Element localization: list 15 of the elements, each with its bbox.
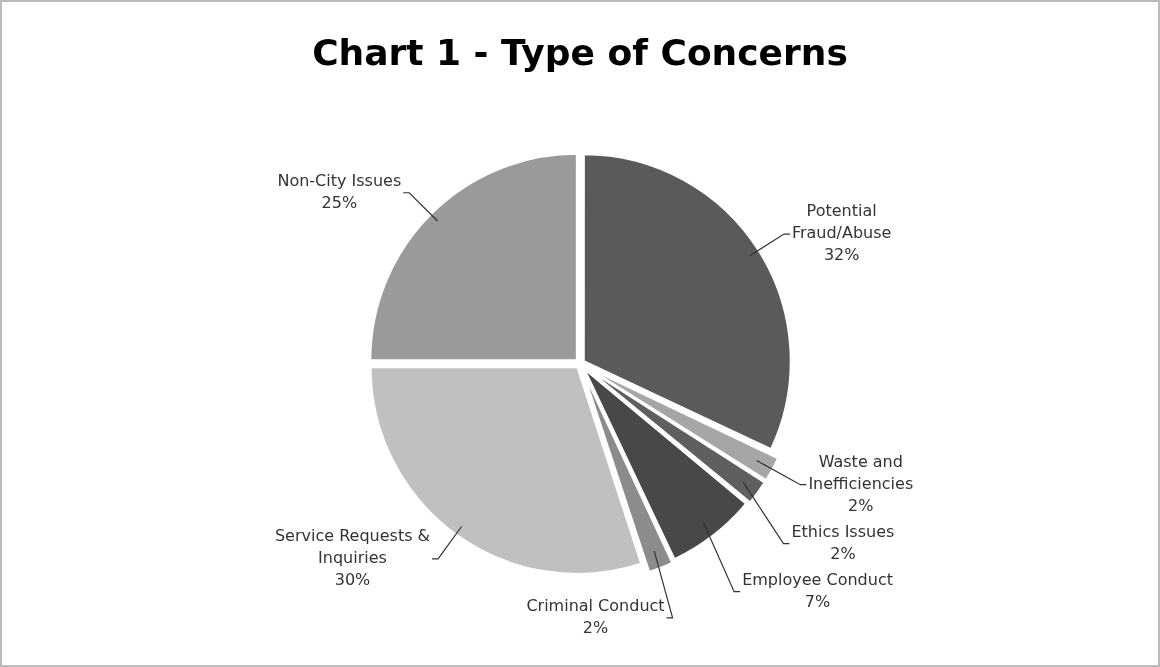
chart-title: Chart 1 - Type of Concerns [311,32,849,73]
data-label: 2% [848,495,874,515]
slice-label: Ethics Issues [791,521,895,541]
data-label: 2% [830,543,856,563]
slice-label: Non-City Issues [277,170,402,190]
slice-label: Potential Fraud/Abuse [791,201,892,243]
slice-label: Criminal Conduct [526,596,665,616]
data-label: 30% [334,570,371,590]
slice-label: Employee Conduct [742,569,893,589]
data-label: 32% [823,245,860,265]
slice-label: Waste and Inefficiencies [808,451,914,493]
data-label: 25% [321,192,358,212]
data-label: 7% [804,591,831,611]
slice-label: Service Requests & Inquiries [274,526,431,568]
data-label: 2% [582,618,609,638]
